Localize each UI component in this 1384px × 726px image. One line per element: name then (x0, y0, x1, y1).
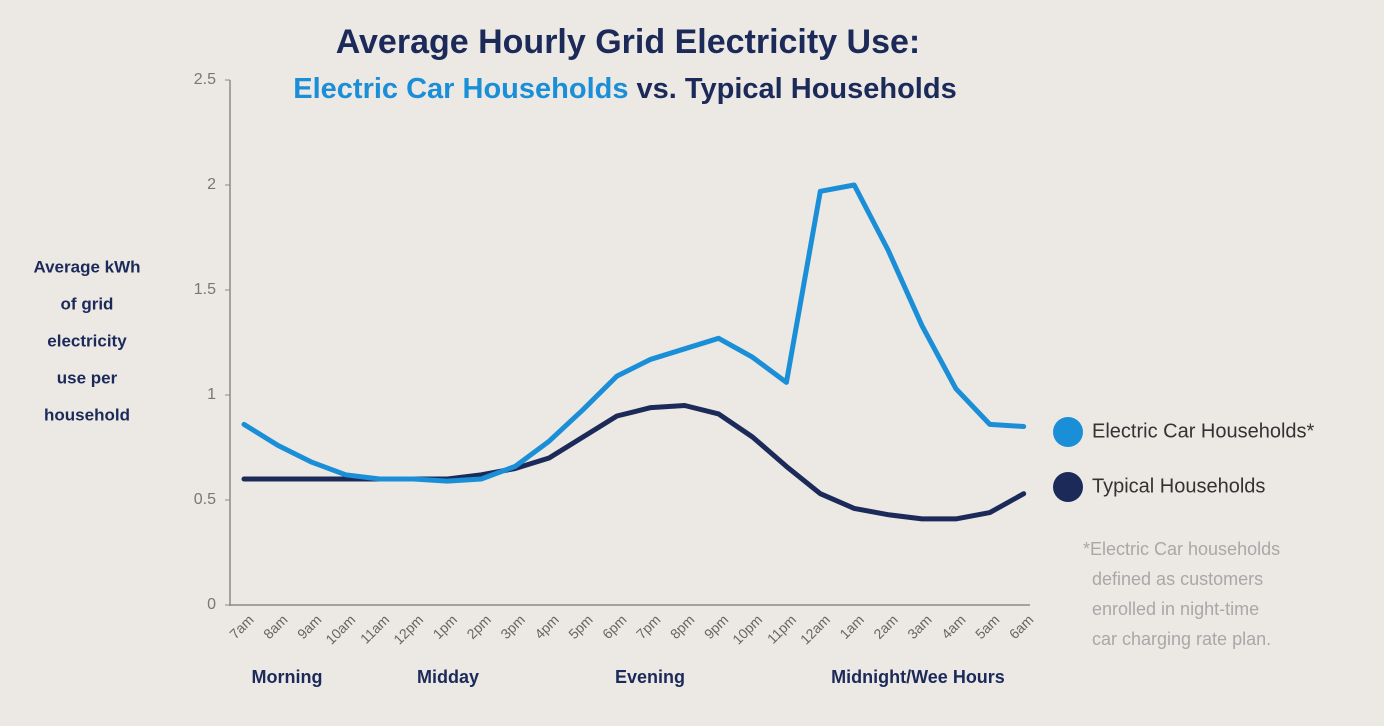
y-tick-label: 0 (207, 596, 216, 613)
x-tick-label: 11am (357, 611, 392, 646)
legend-marker (1053, 417, 1083, 447)
footnote: *Electric Car households (1083, 539, 1280, 559)
x-tick-label: 12am (797, 611, 833, 647)
y-tick-label: 1.5 (194, 281, 216, 298)
x-tick-label: 6pm (599, 611, 630, 642)
y-axis-label: electricity (47, 331, 127, 350)
x-tick-label: 7am (226, 611, 257, 642)
x-tick-label: 4pm (531, 611, 562, 642)
x-tick-label: 7pm (633, 611, 664, 642)
chart-subtitle: Electric Car Households vs. Typical Hous… (293, 73, 956, 105)
period-label: Morning (252, 667, 323, 687)
subtitle-part: Electric Car Households (293, 73, 628, 105)
y-tick-label: 0.5 (194, 491, 216, 508)
x-tick-label: 10pm (729, 611, 765, 647)
x-tick-label: 8am (260, 611, 291, 642)
subtitle-part: vs. Typical Households (637, 73, 957, 105)
y-tick-label: 2 (207, 176, 216, 193)
footnote: defined as customers (1092, 569, 1263, 589)
x-tick-label: 8pm (667, 611, 698, 642)
series-line (241, 182, 1027, 484)
legend-label: Electric Car Households* (1092, 420, 1315, 442)
x-tick-label: 9am (294, 611, 325, 642)
footnote: enrolled in night-time (1092, 599, 1259, 619)
legend-label: Typical Households (1092, 475, 1265, 497)
y-axis-label: household (44, 405, 130, 424)
x-tick-label: 3pm (497, 611, 528, 642)
footnote: car charging rate plan. (1092, 629, 1271, 649)
x-tick-label: 5am (972, 611, 1003, 642)
x-tick-label: 10am (322, 611, 358, 647)
y-tick-label: 1 (207, 386, 216, 403)
period-label: Midday (417, 667, 479, 687)
legend-marker (1053, 472, 1083, 502)
x-tick-label: 2pm (463, 611, 494, 642)
x-tick-label: 6am (1006, 611, 1037, 642)
y-axis-label: use per (57, 368, 118, 387)
x-tick-label: 1pm (430, 611, 461, 642)
x-tick-label: 5pm (565, 611, 596, 642)
x-tick-label: 9pm (701, 611, 732, 642)
x-tick-label: 12pm (390, 611, 426, 647)
x-tick-label: 2am (870, 611, 901, 642)
period-label: Evening (615, 667, 685, 687)
y-axis-label: Average kWh (33, 257, 140, 276)
x-tick-label: 3am (904, 611, 935, 642)
x-tick-label: 4am (938, 611, 969, 642)
chart-title: Average Hourly Grid Electricity Use: (336, 23, 921, 61)
period-label: Midnight/Wee Hours (831, 667, 1005, 687)
x-tick-label: 11pm (764, 611, 799, 646)
y-axis-label: of grid (61, 294, 114, 313)
y-tick-label: 2.5 (194, 71, 216, 88)
x-tick-label: 1am (836, 611, 867, 642)
series-line (241, 403, 1027, 522)
